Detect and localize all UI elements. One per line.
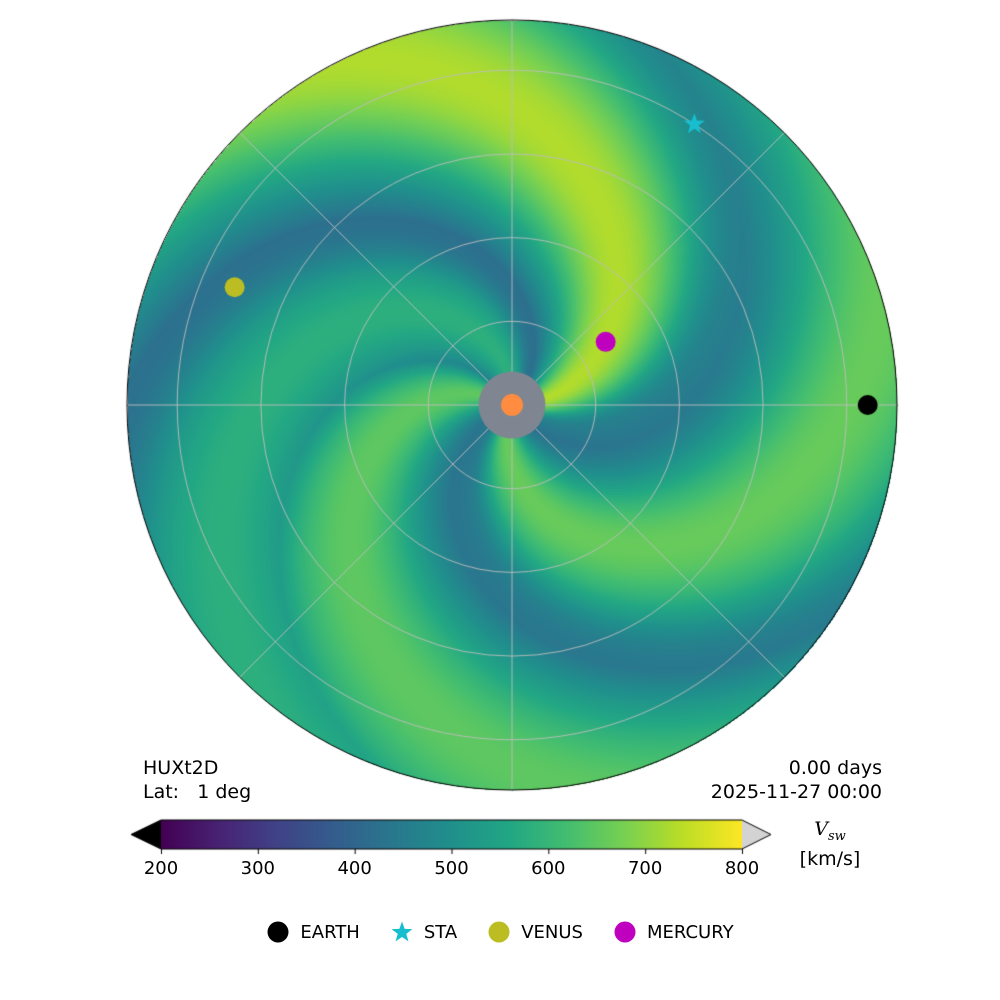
- circle-marker-icon: [488, 921, 510, 943]
- colorbar-subscript: sw: [827, 828, 846, 844]
- legend-item: VENUS: [487, 920, 583, 944]
- date-label: 2025-11-27 00:00: [710, 781, 882, 803]
- star-marker-icon: [391, 921, 413, 942]
- elapsed-time-label: 0.00 days: [788, 757, 882, 779]
- colorbar-tick-label: 500: [434, 858, 469, 879]
- legend-label: EARTH: [300, 921, 360, 943]
- colorbar-tick-label: 400: [337, 858, 372, 879]
- legend: EARTH STA VENUS MERCURY: [0, 916, 1000, 948]
- model-label: HUXt2D: [143, 757, 219, 779]
- colorbar-tick-label: 600: [531, 858, 566, 879]
- latitude-label: Lat: 1 deg: [143, 781, 251, 803]
- colorbar-tick-label: 700: [627, 858, 663, 879]
- colorbar-tick-label: 800: [724, 858, 760, 879]
- colorbar-tick-label: 200: [143, 858, 179, 879]
- legend-item: STA: [390, 920, 457, 944]
- colorbar-units: [km/s]: [799, 847, 861, 870]
- legend-label: VENUS: [521, 921, 583, 943]
- circle-marker-icon: [614, 921, 636, 943]
- legend-label: STA: [423, 921, 458, 943]
- latitude-label-text: Lat:: [143, 781, 180, 803]
- latitude-value: 1 deg: [197, 781, 252, 803]
- colorbar-title: Vsw [km/s]: [790, 818, 870, 870]
- colorbar-tick-label: 300: [240, 858, 276, 879]
- colorbar-symbol: V: [814, 818, 828, 840]
- legend-item: EARTH: [266, 920, 360, 944]
- legend-label: MERCURY: [646, 921, 734, 943]
- legend-item: MERCURY: [613, 920, 734, 944]
- circle-marker-icon: [267, 921, 289, 943]
